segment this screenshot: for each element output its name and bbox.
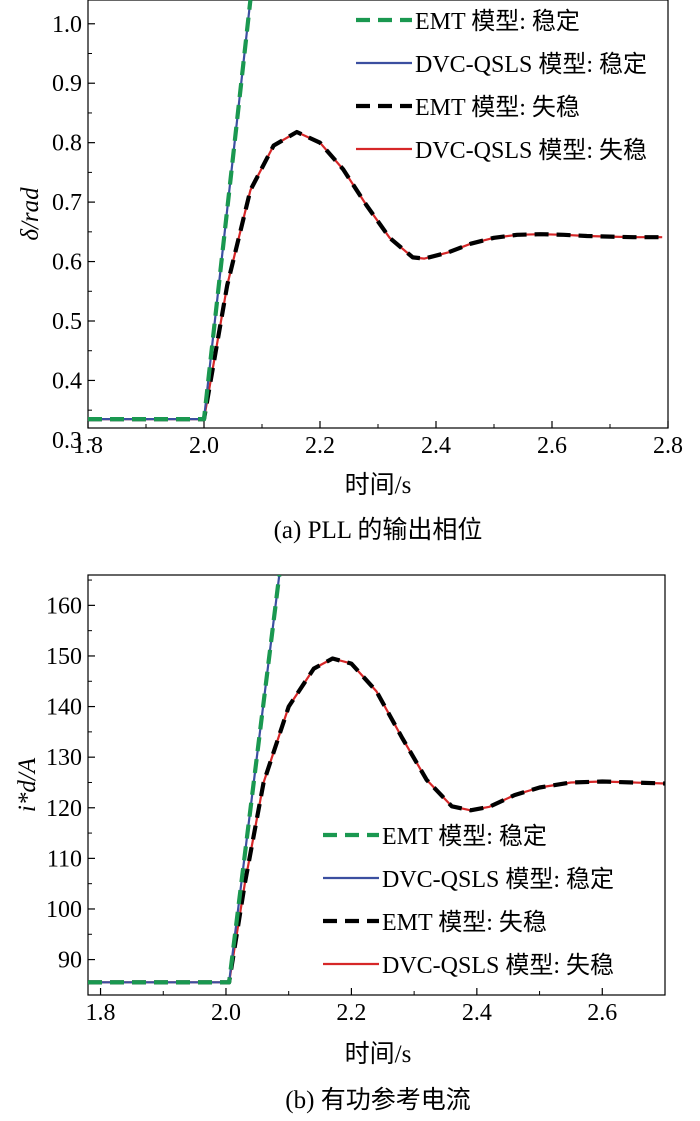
y-tick-label-b: 140	[46, 695, 82, 721]
y-tick-label-a: 0.8	[52, 131, 82, 157]
legend-label-dvc-qsls-unstable-a: DVC-QSLS 模型: 失稳	[415, 137, 647, 164]
legend-label-dvc-qsls-unstable-b: DVC-QSLS 模型: 失稳	[382, 952, 614, 979]
x-tick-label-a: 2.2	[305, 433, 335, 459]
y-tick-label-b: 120	[46, 796, 82, 822]
series-line-emt-stable-b	[88, 575, 282, 985]
legend-label-emt-stable-a: EMT 模型: 稳定	[415, 8, 580, 35]
y-tick-label-b: 160	[46, 593, 82, 619]
chart-panel-b: 1.8 2.0 2.2 2.4 2.6 90 100 110 120 130 140 150 160 E…	[14, 574, 666, 1114]
y-tick-label-b: 150	[46, 644, 82, 670]
y-tick-label-b: 90	[58, 948, 82, 974]
x-tick-label-a: 2.0	[189, 433, 219, 459]
series-line-emt-unstable-b	[88, 656, 665, 985]
y-tick-label-a: 0.4	[52, 368, 82, 394]
y-tick-label-a: 0.6	[52, 250, 82, 276]
legend-b: EMT 模型: 稳定 DVC-QSLS 模型: 稳定 EMT 模型: 失稳 DVC-Q…	[323, 823, 614, 979]
series-line-dvc-qsls-unstable-a	[88, 130, 663, 421]
series-line-dvc-qsls-stable-a	[88, 0, 252, 421]
x-tick-label-a: 1.8	[73, 433, 103, 459]
x-tick-label-a: 2.6	[537, 433, 567, 459]
legend-label-emt-unstable-b: EMT 模型: 失稳	[382, 909, 547, 936]
x-tick-label-b: 2.0	[211, 1000, 241, 1026]
y-tick-label-b: 130	[46, 745, 82, 771]
caption-b: (b) 有功参考电流	[285, 1086, 470, 1114]
axis-ticks-a: 1.8 2.0 2.2 2.4 2.6 2.8 0.3 0.4 0.5 0.6 0.7 0.8 0.9 1…	[52, 12, 683, 459]
axis-ticks-b: 1.8 2.0 2.2 2.4 2.6 90 100 110 120 130 140 150 160	[46, 579, 617, 1026]
x-tick-label-b: 2.4	[462, 1000, 492, 1026]
series-line-dvc-qsls-stable-b	[88, 575, 281, 984]
chart-panel-a: 1.8 2.0 2.2 2.4 2.6 2.8 0.3 0.4 0.5 0.6 0.7 0.8 0.9 1…	[17, 0, 683, 544]
legend-label-emt-stable-b: EMT 模型: 稳定	[382, 823, 547, 850]
x-tick-label-a: 2.4	[421, 433, 451, 459]
x-tick-label-b: 1.8	[86, 1000, 116, 1026]
y-tick-label-a: 1.0	[52, 12, 82, 38]
legend-label-emt-unstable-a: EMT 模型: 失稳	[415, 94, 580, 121]
caption-a: (a) PLL 的输出相位	[274, 516, 483, 544]
legend-a: EMT 模型: 稳定 DVC-QSLS 模型: 稳定 EMT 模型: 失稳 DVC-Q…	[356, 8, 647, 164]
x-axis-label-b: 时间/s	[345, 1040, 412, 1068]
y-tick-label-a: 0.7	[52, 190, 82, 216]
y-tick-label-a: 0.5	[52, 309, 82, 335]
x-tick-label-b: 2.2	[336, 1000, 366, 1026]
x-tick-label-b: 2.6	[587, 1000, 617, 1026]
series-group-b	[88, 575, 665, 985]
y-tick-label-b: 100	[46, 897, 82, 923]
legend-label-dvc-qsls-stable-b: DVC-QSLS 模型: 稳定	[382, 866, 614, 893]
y-tick-label-a: 0.9	[52, 71, 82, 97]
series-line-emt-unstable-a	[88, 129, 663, 422]
legend-label-dvc-qsls-stable-a: DVC-QSLS 模型: 稳定	[415, 51, 647, 78]
y-axis-label-a: δ/rad	[17, 187, 44, 241]
y-tick-label-b: 110	[47, 846, 82, 872]
series-line-dvc-qsls-unstable-b	[88, 657, 665, 984]
x-tick-label-a: 2.8	[653, 433, 683, 459]
x-axis-label-a: 时间/s	[345, 471, 412, 499]
series-line-emt-stable-a	[88, 0, 253, 422]
plot-frame-b	[87, 574, 666, 996]
series-group-a	[88, 0, 663, 422]
y-tick-label-a: 0.3	[52, 428, 82, 454]
y-axis-label-b: i*d/A	[14, 757, 41, 812]
